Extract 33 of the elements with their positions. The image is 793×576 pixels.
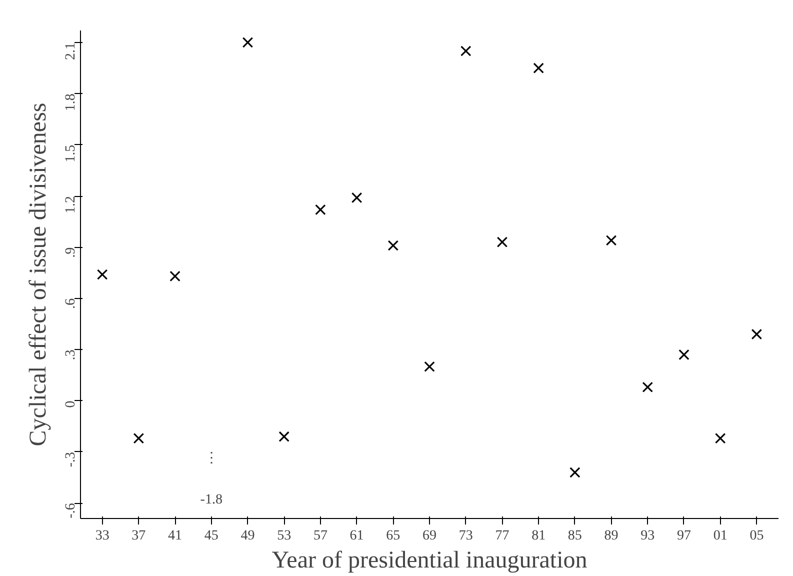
x-tick-label: 37	[132, 528, 146, 544]
y-tick-label: 1.2	[64, 196, 78, 214]
x-tick-label: 45	[204, 528, 218, 544]
y-tick-label: 1.5	[64, 144, 78, 162]
x-axis-title: Year of presidential inauguration	[272, 548, 588, 574]
x-tick-label: 85	[568, 528, 582, 544]
y-tick-label: .6	[64, 298, 78, 309]
x-tick-label: 77	[495, 528, 510, 544]
x-tick-label: 89	[604, 528, 618, 544]
y-tick-label: 1.8	[64, 94, 78, 112]
x-tick-label: 81	[532, 528, 546, 544]
y-tick-label: 0	[64, 400, 78, 408]
y-tick-label: .3	[64, 350, 78, 360]
y-tick-label: -.3	[64, 452, 78, 468]
y-tick-label: .9	[64, 247, 78, 258]
x-tick-label: 33	[95, 528, 110, 544]
x-tick-label: 93	[640, 528, 655, 544]
x-tick-label: 57	[313, 528, 328, 544]
y-axis-title: Cyclical effect of issue divisiveness	[26, 102, 52, 446]
y-tick-label: -.6	[64, 503, 78, 518]
x-tick-label: 05	[750, 528, 764, 544]
x-tick-label: 65	[386, 528, 400, 544]
x-tick-label: 01	[713, 528, 728, 544]
annotation: ⋮	[204, 451, 218, 466]
annotation: -1.8	[200, 492, 222, 508]
x-tick-label: 49	[240, 528, 255, 544]
x-tick-label: 53	[277, 528, 292, 544]
x-tick-label: 69	[422, 528, 436, 544]
x-tick-label: 73	[458, 528, 473, 544]
y-tick-label: 2.1	[64, 42, 78, 60]
x-tick-label: 97	[676, 528, 691, 544]
x-tick-label: 41	[168, 528, 182, 544]
x-tick-label: 61	[350, 528, 364, 544]
